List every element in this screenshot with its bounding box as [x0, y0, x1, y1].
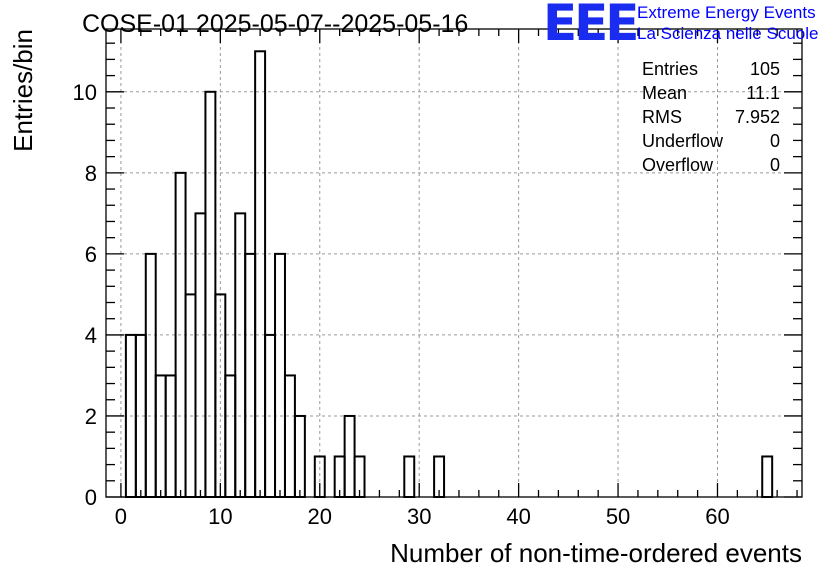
logo-text-line2: La Scienza nelle Scuole	[637, 24, 819, 43]
histogram-bin	[234, 212, 247, 498]
x-tick-label: 0	[115, 504, 127, 529]
y-tick-label: 10	[73, 80, 97, 105]
x-tick-label: 40	[506, 504, 530, 529]
histogram-bin	[164, 374, 177, 498]
x-axis-label: Number of non-time-ordered events	[390, 538, 802, 568]
histogram-bin	[274, 252, 286, 498]
stats-label: Entries	[642, 59, 699, 79]
y-tick-label: 4	[85, 323, 97, 348]
stats-box: Entries 105 Mean 11.1 RMS 7.952 Underflow 0 Over…	[642, 58, 780, 178]
x-tick-label: 50	[606, 504, 630, 529]
stats-value: 7.952	[734, 107, 780, 127]
histogram-bin	[194, 212, 207, 498]
stats-label: Mean	[642, 83, 688, 103]
histogram-bin	[204, 90, 217, 498]
histogram-bin	[144, 252, 157, 498]
y-tick-label: 0	[85, 485, 97, 510]
stats-label: Underflow	[642, 131, 724, 151]
y-tick-label: 8	[85, 161, 97, 186]
stats-value: 0	[769, 155, 780, 175]
eee-logo: EEE	[543, 0, 639, 52]
stats-row: Overflow 0	[642, 154, 780, 178]
histogram-bin	[184, 293, 197, 498]
plot-frame	[105, 28, 803, 498]
y-axis-label: Entries/bin	[8, 29, 38, 152]
stats-value: 11.1	[746, 83, 780, 103]
stats-row: RMS 7.952	[642, 106, 780, 130]
x-tick-label: 10	[208, 504, 232, 529]
logo-text-line1: Extreme Energy Events	[637, 3, 816, 22]
stats-row: Entries 105	[642, 58, 780, 82]
histogram-bin	[224, 374, 237, 498]
chart-title: COSE-01 2025-05-07--2025-05-16	[82, 10, 469, 38]
histogram-bin	[403, 455, 416, 499]
x-tick-label: 30	[407, 504, 431, 529]
histogram-bin	[154, 374, 167, 498]
histogram-bin	[283, 374, 296, 498]
stats-label: Overflow	[642, 155, 714, 175]
stats-row: Mean 11.1	[642, 82, 780, 106]
x-tick-label: 60	[705, 504, 729, 529]
stats-value: 105	[749, 59, 780, 79]
stats-label: RMS	[642, 107, 682, 127]
y-tick-label: 6	[85, 242, 97, 267]
histogram-bin	[761, 455, 774, 499]
histogram-bin	[244, 252, 257, 498]
stats-row: Underflow 0	[642, 130, 780, 154]
histogram-bin	[254, 50, 267, 499]
stats-value: 0	[769, 131, 780, 151]
y-tick-label: 2	[85, 404, 97, 429]
x-tick-label: 20	[308, 504, 332, 529]
histogram-bin	[343, 414, 356, 498]
histogram-bin	[293, 414, 306, 498]
